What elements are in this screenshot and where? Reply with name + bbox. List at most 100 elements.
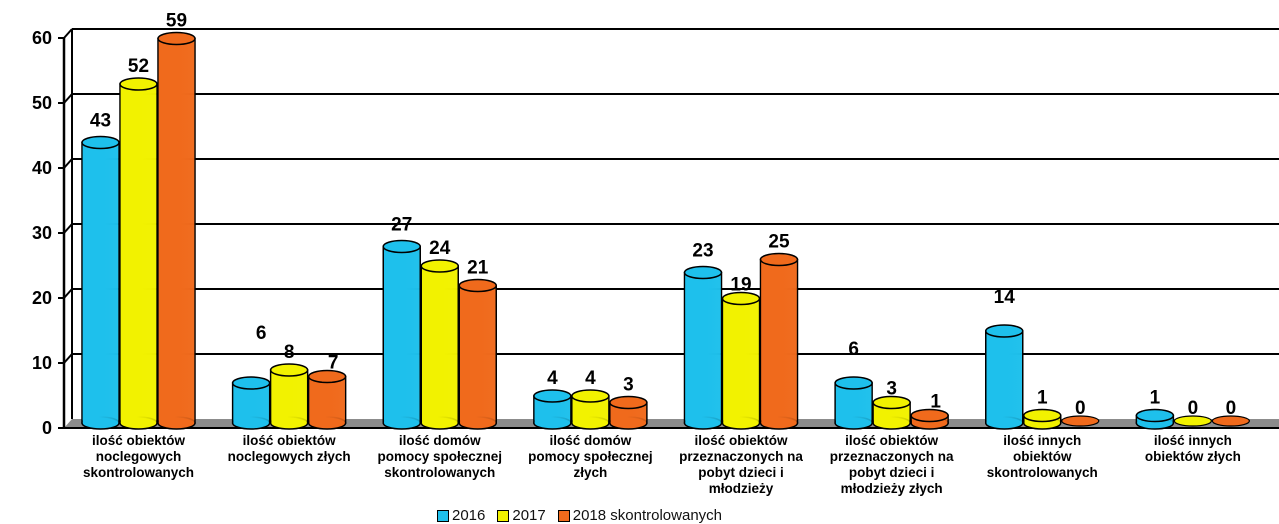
data-label: 1 — [1150, 388, 1161, 409]
gridline-diagonal — [63, 223, 73, 234]
legend-swatch-2017 — [497, 509, 510, 522]
legend-swatch-2018 — [557, 509, 570, 522]
gridline-diagonal — [63, 353, 73, 364]
x-tick-label-line: pobyt dzieci i — [698, 465, 784, 480]
legend-label-2016: 2016 — [452, 507, 486, 524]
bar-top-cap — [683, 265, 723, 280]
bar-body — [271, 370, 307, 423]
x-tick-label-line: przeznaczonych na — [679, 449, 803, 464]
y-tick-label: 60 — [32, 28, 52, 48]
bar-body — [986, 331, 1022, 423]
x-tick-label: ilość domów pomocy społecznej złych — [528, 433, 653, 480]
data-label: 1 — [1037, 388, 1048, 409]
bar-top-cap — [609, 395, 648, 410]
y-tick-label: 50 — [32, 93, 52, 113]
bar-top-cap — [985, 324, 1024, 338]
bar-top-cap — [269, 363, 309, 377]
data-label: 6 — [256, 323, 267, 344]
bar-top-cap — [382, 239, 421, 254]
bar-body — [723, 298, 759, 423]
data-label: 27 — [391, 215, 412, 236]
y-tick-label: 20 — [32, 288, 52, 308]
x-tick-label: ilość obiektów przeznaczonych na pobyt dzi… — [679, 433, 803, 496]
x-tick-label-line: ilość obiektów — [243, 433, 337, 448]
x-tick-label: ilość innych obiektów skontrolowanych — [987, 433, 1098, 480]
x-tick-label-line: ilość obiektów — [845, 433, 939, 448]
y-tick-label: 10 — [32, 353, 52, 373]
data-label: 4 — [547, 368, 558, 389]
gridline-diagonal — [63, 288, 73, 299]
x-tick-label-line: ilość innych — [1154, 433, 1232, 448]
x-tick-label-line: obiektów złych — [1145, 449, 1241, 464]
x-tick-label-line: pobyt dzieci i — [849, 465, 935, 480]
data-label: 25 — [768, 232, 790, 253]
legend-item-2017: 2017 — [497, 507, 546, 524]
bar-body — [158, 38, 195, 423]
x-tick-label: ilość obiektów noclegowych złych — [228, 433, 351, 464]
y-tick-label: 40 — [32, 158, 52, 178]
x-tick-label-line: ilość domów — [549, 433, 631, 448]
bar-top-cap — [571, 389, 610, 403]
bar-top-cap — [872, 395, 911, 410]
bar-top-cap — [420, 259, 459, 273]
data-label: 7 — [328, 353, 339, 374]
bar-top-cap — [1023, 408, 1062, 423]
bar-top-cap — [231, 376, 271, 390]
bar-top-cap — [157, 31, 196, 46]
legend-item-2018: 2018 skontrolowanych — [557, 507, 723, 524]
bar-top-cap — [834, 376, 873, 390]
x-tick-label-line: ilość obiektów — [694, 433, 788, 448]
x-tick-label-line: ilość domów — [399, 433, 481, 448]
data-label: 0 — [1075, 398, 1086, 419]
data-label: 1 — [930, 392, 941, 413]
x-tick-label: ilość innych obiektów złych — [1145, 433, 1241, 464]
bar-flat-disc — [1061, 415, 1100, 427]
y-tick-label: 0 — [42, 418, 52, 438]
x-tick-label-line: ilość obiektów — [92, 433, 186, 448]
x-tick-label-line: skontrolowanych — [384, 465, 495, 480]
y-tick-label: 30 — [32, 223, 52, 243]
bar-top-cap — [533, 389, 572, 403]
data-label: 14 — [994, 287, 1016, 308]
x-tick-label-line: młodzieży — [709, 481, 774, 496]
x-tick-label-line: skontrolowanych — [83, 465, 194, 480]
data-label: 8 — [284, 342, 295, 363]
data-label: 3 — [886, 379, 897, 400]
data-label: 3 — [623, 375, 634, 396]
gridline-diagonal — [63, 28, 73, 39]
gridline-diagonal — [63, 93, 73, 104]
legend-swatch-2016 — [437, 509, 449, 522]
data-label: 0 — [1226, 398, 1237, 419]
data-label: 4 — [585, 368, 596, 389]
x-tick-label-line: noclegowych — [96, 449, 182, 464]
legend-item-2016: 2016 — [437, 507, 485, 524]
x-tick-label-line: skontrolowanych — [987, 465, 1098, 480]
data-label: 52 — [128, 56, 149, 77]
bar-top-cap — [119, 77, 158, 91]
bar-body — [309, 376, 345, 423]
x-tick-label-line: pomocy społecznej — [528, 449, 653, 464]
bar-top-cap — [1135, 408, 1175, 423]
x-tick-label-line: ilość innych — [1003, 433, 1081, 448]
bar-top-cap — [307, 369, 347, 384]
data-label: 43 — [90, 111, 111, 132]
data-label: 59 — [166, 11, 187, 32]
chart-floor — [64, 419, 1279, 428]
bar-top-cap — [81, 135, 120, 150]
data-label: 6 — [848, 339, 859, 360]
bar-flat-disc — [1211, 415, 1250, 427]
x-tick-label-line: przeznaczonych na — [830, 449, 954, 464]
bar-top-cap — [458, 278, 497, 293]
bar-top-cap — [910, 408, 949, 423]
bar-body — [460, 285, 496, 423]
x-tick-label: ilość obiektów noclegowych skontrolowanych — [83, 433, 194, 480]
data-label: 0 — [1188, 398, 1199, 419]
legend-label-2017: 2017 — [512, 507, 546, 524]
legend-label-2018: 2018 skontrolowanych — [572, 507, 723, 524]
data-label: 19 — [730, 275, 751, 296]
x-tick-label-line: młodzieży złych — [841, 481, 943, 496]
bar-top-cap — [721, 291, 761, 306]
x-tick-label-line: pomocy społecznej — [377, 449, 502, 464]
bar-body — [120, 84, 157, 423]
